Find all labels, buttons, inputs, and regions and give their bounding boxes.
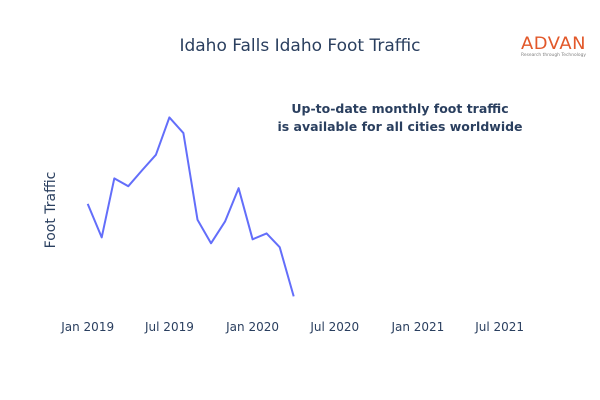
data-point[interactable] (291, 293, 297, 299)
logo-name: ADVAN (521, 34, 586, 54)
x-tick-label: Jan 2019 (60, 320, 114, 334)
data-point[interactable] (222, 219, 228, 225)
annotation-line-1: Up-to-date monthly foot traffic (291, 101, 508, 116)
data-point[interactable] (264, 230, 270, 236)
data-point[interactable] (85, 201, 91, 207)
x-tick-label: Jan 2020 (225, 320, 279, 334)
logo-tagline: Research through Technology (521, 52, 586, 58)
data-point[interactable] (99, 234, 105, 240)
y-axis-label: Foot Traffic (43, 172, 59, 249)
series-line-0 (86, 116, 295, 297)
brand-logo: ADVAN Research through Technology (521, 34, 586, 58)
x-axis-ticks: Jan 2019 Jul 2019 Jan 2020 Jul 2020 Jan 2021… (60, 320, 524, 334)
data-point[interactable] (153, 152, 159, 158)
x-tick-label: Jul 2019 (144, 320, 194, 334)
data-point[interactable] (277, 244, 283, 250)
annotation-line-2: is available for all cities worldwide (277, 119, 522, 134)
plot-area (85, 114, 297, 299)
data-point[interactable] (236, 185, 242, 191)
data-point[interactable] (208, 240, 214, 246)
x-tick-label: Jul 2020 (309, 320, 359, 334)
data-point[interactable] (194, 217, 200, 223)
chart-title: Idaho Falls Idaho Foot Traffic (179, 36, 420, 56)
x-tick-label: Jul 2021 (474, 320, 524, 334)
data-point[interactable] (125, 183, 131, 189)
x-tick-label: Jan 2021 (390, 320, 444, 334)
data-point[interactable] (166, 114, 172, 120)
data-point[interactable] (250, 236, 256, 242)
data-point[interactable] (139, 167, 145, 173)
data-point[interactable] (180, 130, 186, 136)
data-point[interactable] (111, 175, 117, 181)
